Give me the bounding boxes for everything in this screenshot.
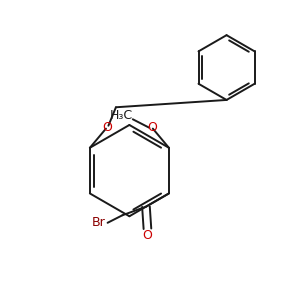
Text: Br: Br <box>91 216 105 229</box>
Text: O: O <box>147 121 157 134</box>
Text: O: O <box>103 121 112 134</box>
Text: O: O <box>142 229 152 242</box>
Text: H₃C: H₃C <box>110 109 133 122</box>
